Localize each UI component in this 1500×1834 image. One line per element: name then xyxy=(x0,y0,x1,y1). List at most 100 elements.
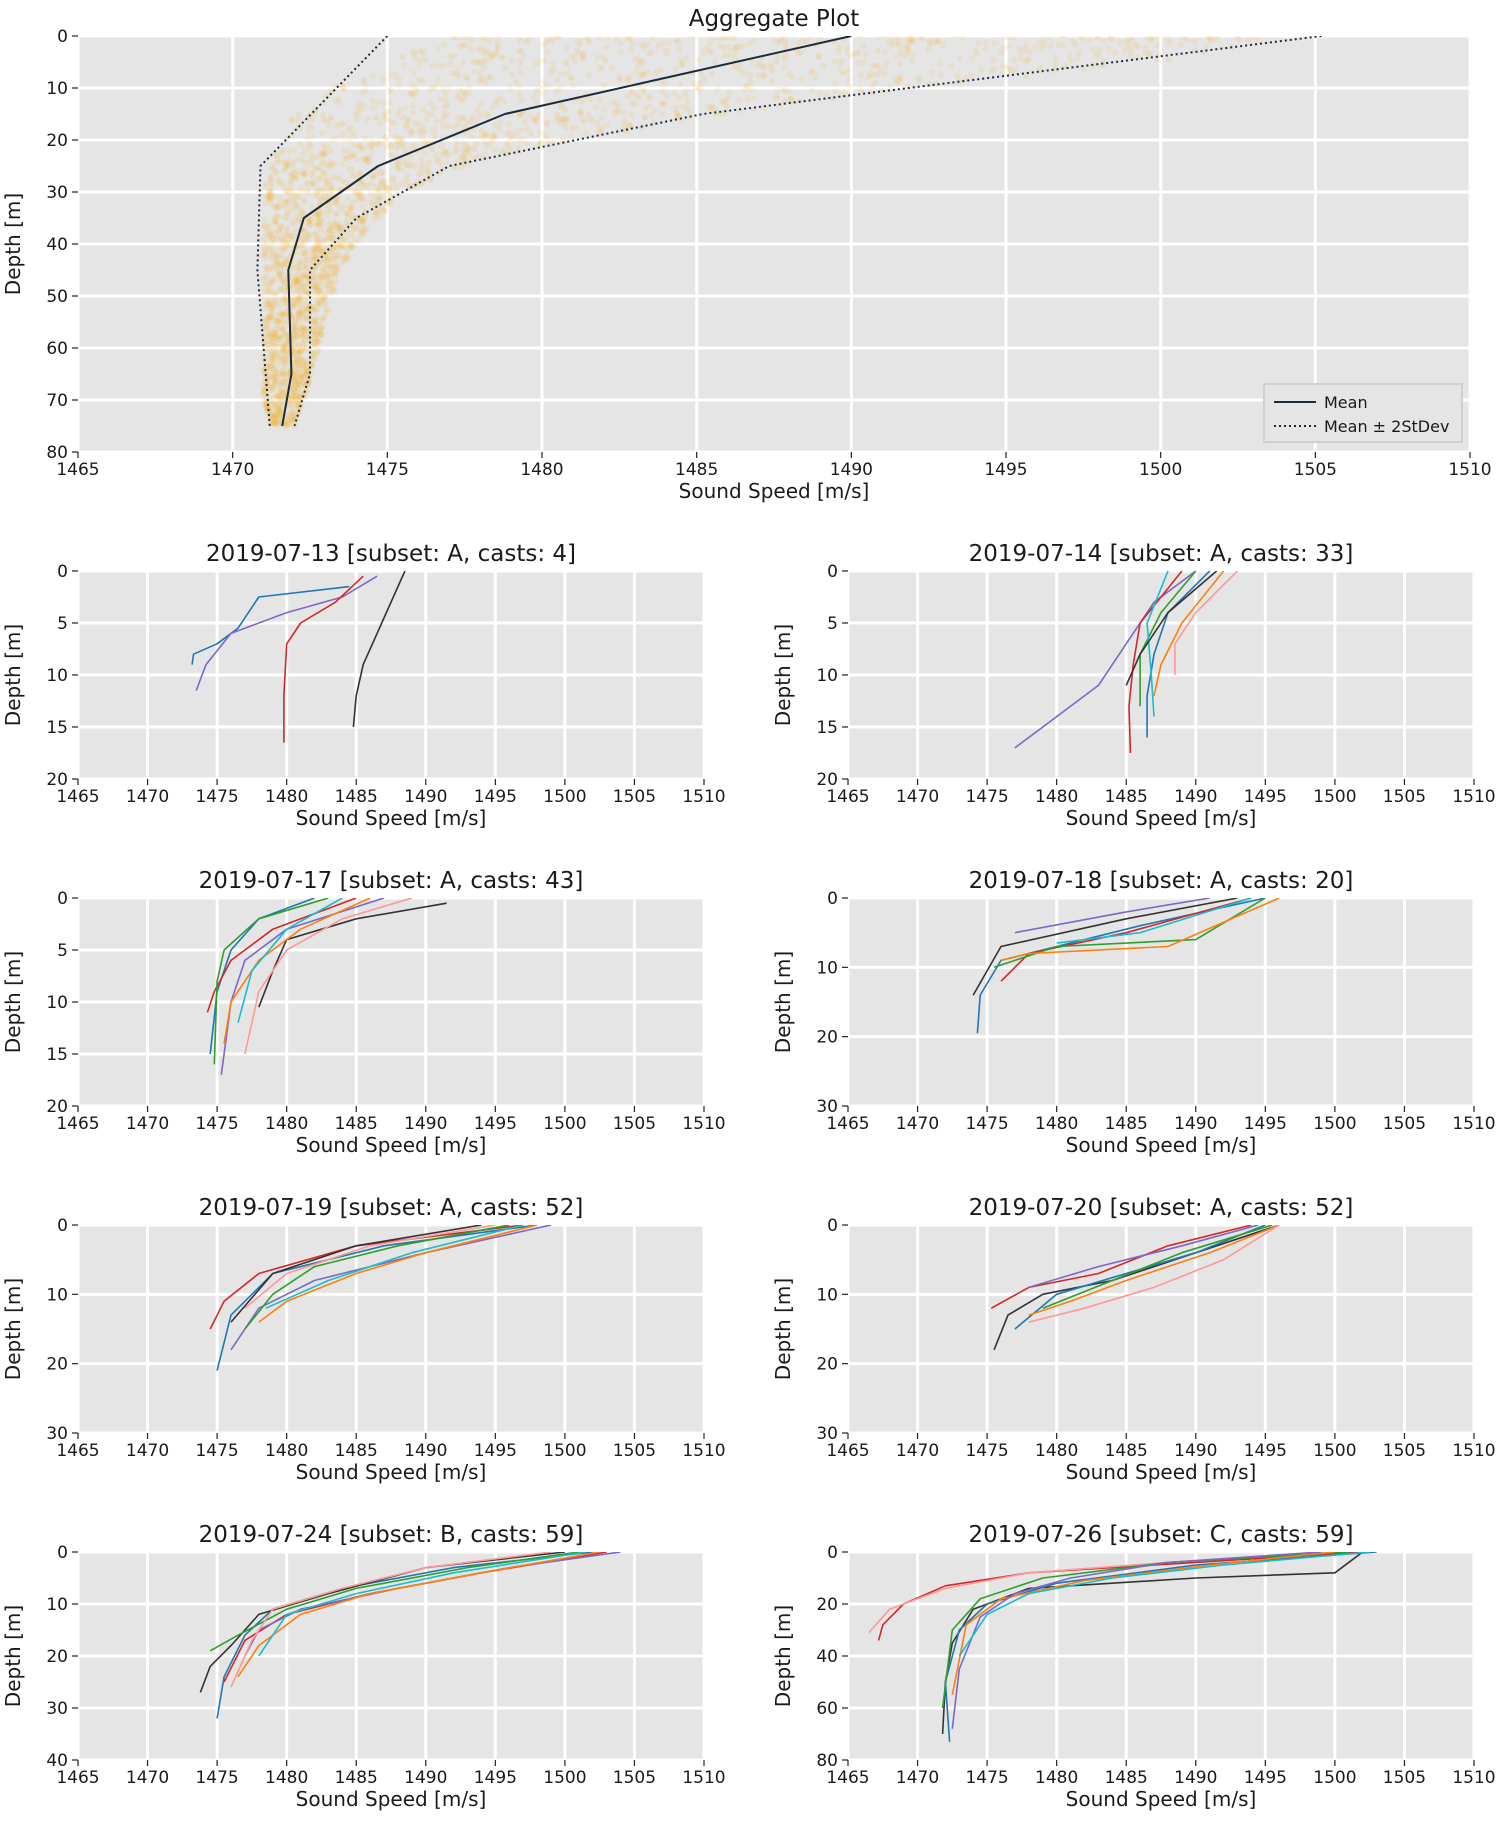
scatter-point xyxy=(473,106,481,113)
scatter-point xyxy=(294,277,301,284)
scatter-point xyxy=(774,53,781,60)
scatter-point xyxy=(277,234,285,241)
scatter-point xyxy=(672,65,679,72)
scatter-point xyxy=(350,132,358,139)
scatter-point xyxy=(893,52,900,60)
scatter-point xyxy=(628,111,635,119)
scatter-point xyxy=(336,175,343,182)
scatter-point xyxy=(673,37,680,44)
scatter-point xyxy=(296,285,304,293)
scatter-point xyxy=(781,64,788,71)
scatter-point xyxy=(315,259,322,266)
scatter-point xyxy=(999,69,1007,77)
scatter-point xyxy=(337,242,344,249)
scatter-point xyxy=(291,324,299,332)
scatter-point xyxy=(464,75,471,83)
scatter-point xyxy=(503,150,510,158)
scatter-point xyxy=(721,96,728,104)
subplot-d0724: 1465 1470 1475 1480 1485 1490 1495 1500 1505 1510… xyxy=(1,1522,726,1811)
scatter-point xyxy=(908,57,916,64)
scatter-point xyxy=(358,105,365,112)
scatter-point xyxy=(301,338,309,345)
scatter-point xyxy=(261,222,268,229)
scatter-point xyxy=(543,118,550,126)
scatter-point xyxy=(387,143,395,150)
y-axis-label: Depth [m] xyxy=(1,1278,25,1380)
x-tick-label: 1480 xyxy=(520,460,563,480)
scatter-point xyxy=(270,372,278,379)
x-tick-label: 1500 xyxy=(543,1768,586,1788)
scatter-point xyxy=(781,86,788,94)
scatter-point xyxy=(315,260,322,267)
scatter-point xyxy=(547,68,555,75)
scatter-point xyxy=(292,204,299,211)
scatter-point xyxy=(337,224,345,232)
scatter-point xyxy=(460,36,467,41)
scatter-point xyxy=(260,243,268,250)
scatter-point xyxy=(295,369,303,377)
scatter-point xyxy=(265,232,272,239)
scatter-point xyxy=(371,171,378,178)
scatter-point xyxy=(857,71,864,79)
scatter-point xyxy=(1204,36,1212,40)
scatter-point xyxy=(316,221,323,229)
scatter-point xyxy=(683,55,690,62)
subplot-d0719: 1465 1470 1475 1480 1485 1490 1495 1500 1505 1510… xyxy=(1,1195,726,1484)
scatter-point xyxy=(282,357,289,364)
scatter-point xyxy=(350,128,357,136)
scatter-point xyxy=(313,307,320,315)
x-tick-label: 1490 xyxy=(830,460,873,480)
y-axis-label: Depth [m] xyxy=(771,951,795,1053)
scatter-point xyxy=(355,169,363,176)
scatter-point xyxy=(321,152,328,159)
scatter-point xyxy=(390,181,398,188)
scatter-point xyxy=(291,392,298,399)
scatter-point xyxy=(322,300,329,307)
scatter-point xyxy=(290,404,298,411)
scatter-point xyxy=(335,244,343,251)
scatter-point xyxy=(705,41,713,48)
x-tick-label: 1505 xyxy=(1294,460,1337,480)
scatter-point xyxy=(286,189,293,196)
scatter-point xyxy=(271,193,279,200)
scatter-point xyxy=(428,145,436,153)
scatter-point xyxy=(464,118,471,126)
scatter-point xyxy=(424,166,431,173)
scatter-point xyxy=(990,66,998,73)
scatter-point xyxy=(295,264,302,271)
scatter-point xyxy=(766,61,774,68)
scatter-point xyxy=(327,279,334,286)
scatter-point xyxy=(317,323,324,331)
scatter-point xyxy=(267,318,275,325)
scatter-point xyxy=(624,77,632,84)
scatter-point xyxy=(306,216,314,223)
scatter-point xyxy=(895,42,903,49)
scatter-point xyxy=(490,131,497,138)
scatter-point xyxy=(361,215,369,222)
scatter-point xyxy=(340,134,348,141)
scatter-point xyxy=(270,352,277,359)
scatter-point xyxy=(679,61,686,69)
scatter-point xyxy=(297,292,304,300)
scatter-point xyxy=(697,70,705,78)
scatter-point xyxy=(298,283,305,290)
scatter-point xyxy=(1215,36,1222,40)
scatter-point xyxy=(517,111,524,118)
scatter-point xyxy=(832,58,839,65)
scatter-point xyxy=(1164,36,1171,42)
scatter-point xyxy=(263,239,270,247)
scatter-point xyxy=(282,187,290,194)
scatter-point xyxy=(313,214,320,221)
scatter-point xyxy=(294,168,301,175)
scatter-point xyxy=(313,242,321,249)
scatter-point xyxy=(288,282,296,290)
scatter-point xyxy=(309,180,316,187)
scatter-point xyxy=(585,110,592,117)
x-tick-label: 1510 xyxy=(1452,787,1495,807)
scatter-point xyxy=(1024,57,1032,64)
scatter-point xyxy=(295,385,302,392)
scatter-point xyxy=(328,136,335,143)
scatter-point xyxy=(431,151,439,158)
scatter-point xyxy=(265,341,273,348)
